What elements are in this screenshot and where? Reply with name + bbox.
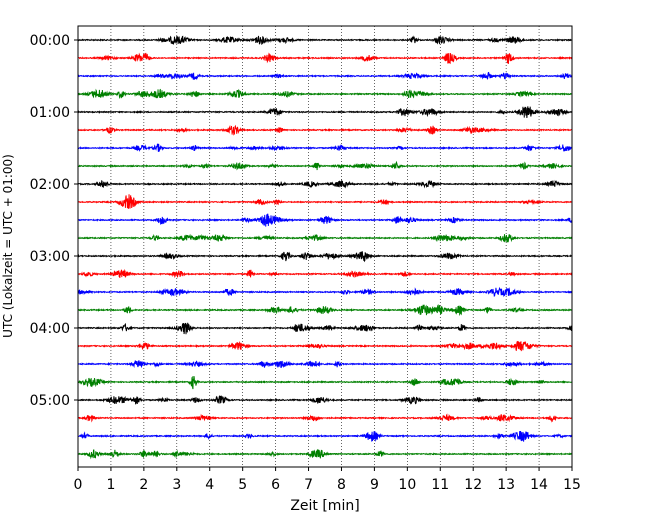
trace-line [77, 213, 573, 227]
x-axis-label: Zeit [min] [290, 498, 359, 514]
x-tick-label: 2 [139, 477, 148, 493]
x-tick-label: 13 [497, 477, 515, 493]
plot-frame [77, 25, 573, 468]
trace-line [77, 448, 573, 460]
y-tick-label: 04:00 [30, 321, 70, 337]
x-tick-label: 15 [563, 477, 581, 493]
trace-line [77, 322, 573, 335]
trace-line [77, 394, 573, 405]
seismogram-traces [77, 35, 573, 460]
y-tick-label: 01:00 [30, 105, 70, 121]
trace-line [77, 52, 573, 65]
trace-line [77, 303, 573, 316]
trace-line [77, 268, 573, 279]
trace-line [77, 179, 573, 189]
y-tick-label: 00:00 [30, 33, 70, 49]
x-tick-label: 8 [337, 477, 346, 493]
trace-line [77, 286, 573, 298]
trace-line [77, 375, 573, 390]
trace-line [77, 106, 573, 118]
x-tick-label: 10 [398, 477, 416, 493]
x-tick-label: 6 [271, 477, 280, 493]
trace-line [77, 431, 573, 442]
trace-line [77, 143, 573, 152]
y-tick-label: 03:00 [30, 249, 70, 265]
y-tick-label: 02:00 [30, 177, 70, 193]
y-tick-label: 05:00 [30, 393, 70, 409]
x-tick-label: 4 [205, 477, 214, 493]
trace-line [77, 88, 573, 100]
x-axis-ticks: 0 1 2 3 4 5 6 7 8 9 10 11 12 13 14 15 [74, 467, 581, 493]
x-tick-label: 12 [464, 477, 482, 493]
x-tick-label: 9 [370, 477, 379, 493]
x-tick-label: 5 [238, 477, 247, 493]
x-tick-label: 3 [172, 477, 181, 493]
x-tick-label: 14 [530, 477, 548, 493]
trace-line [77, 251, 573, 263]
x-tick-label: 7 [304, 477, 313, 493]
trace-line [77, 71, 573, 81]
trace-line [77, 35, 573, 45]
trace-line [77, 233, 573, 243]
x-tick-label: 1 [106, 477, 115, 493]
trace-line [77, 194, 573, 209]
x-tick-label: 11 [431, 477, 449, 493]
trace-line [77, 413, 573, 423]
y-axis-label: UTC (Lokalzeit = UTC + 01:00) [1, 154, 15, 338]
x-tick-label: 0 [74, 477, 83, 493]
trace-line [77, 160, 573, 171]
trace-line [77, 124, 573, 136]
trace-line [77, 340, 573, 352]
y-axis-ticks: 00:00 01:00 02:00 03:00 04:00 05:00 [30, 33, 78, 409]
trace-line [77, 360, 573, 369]
